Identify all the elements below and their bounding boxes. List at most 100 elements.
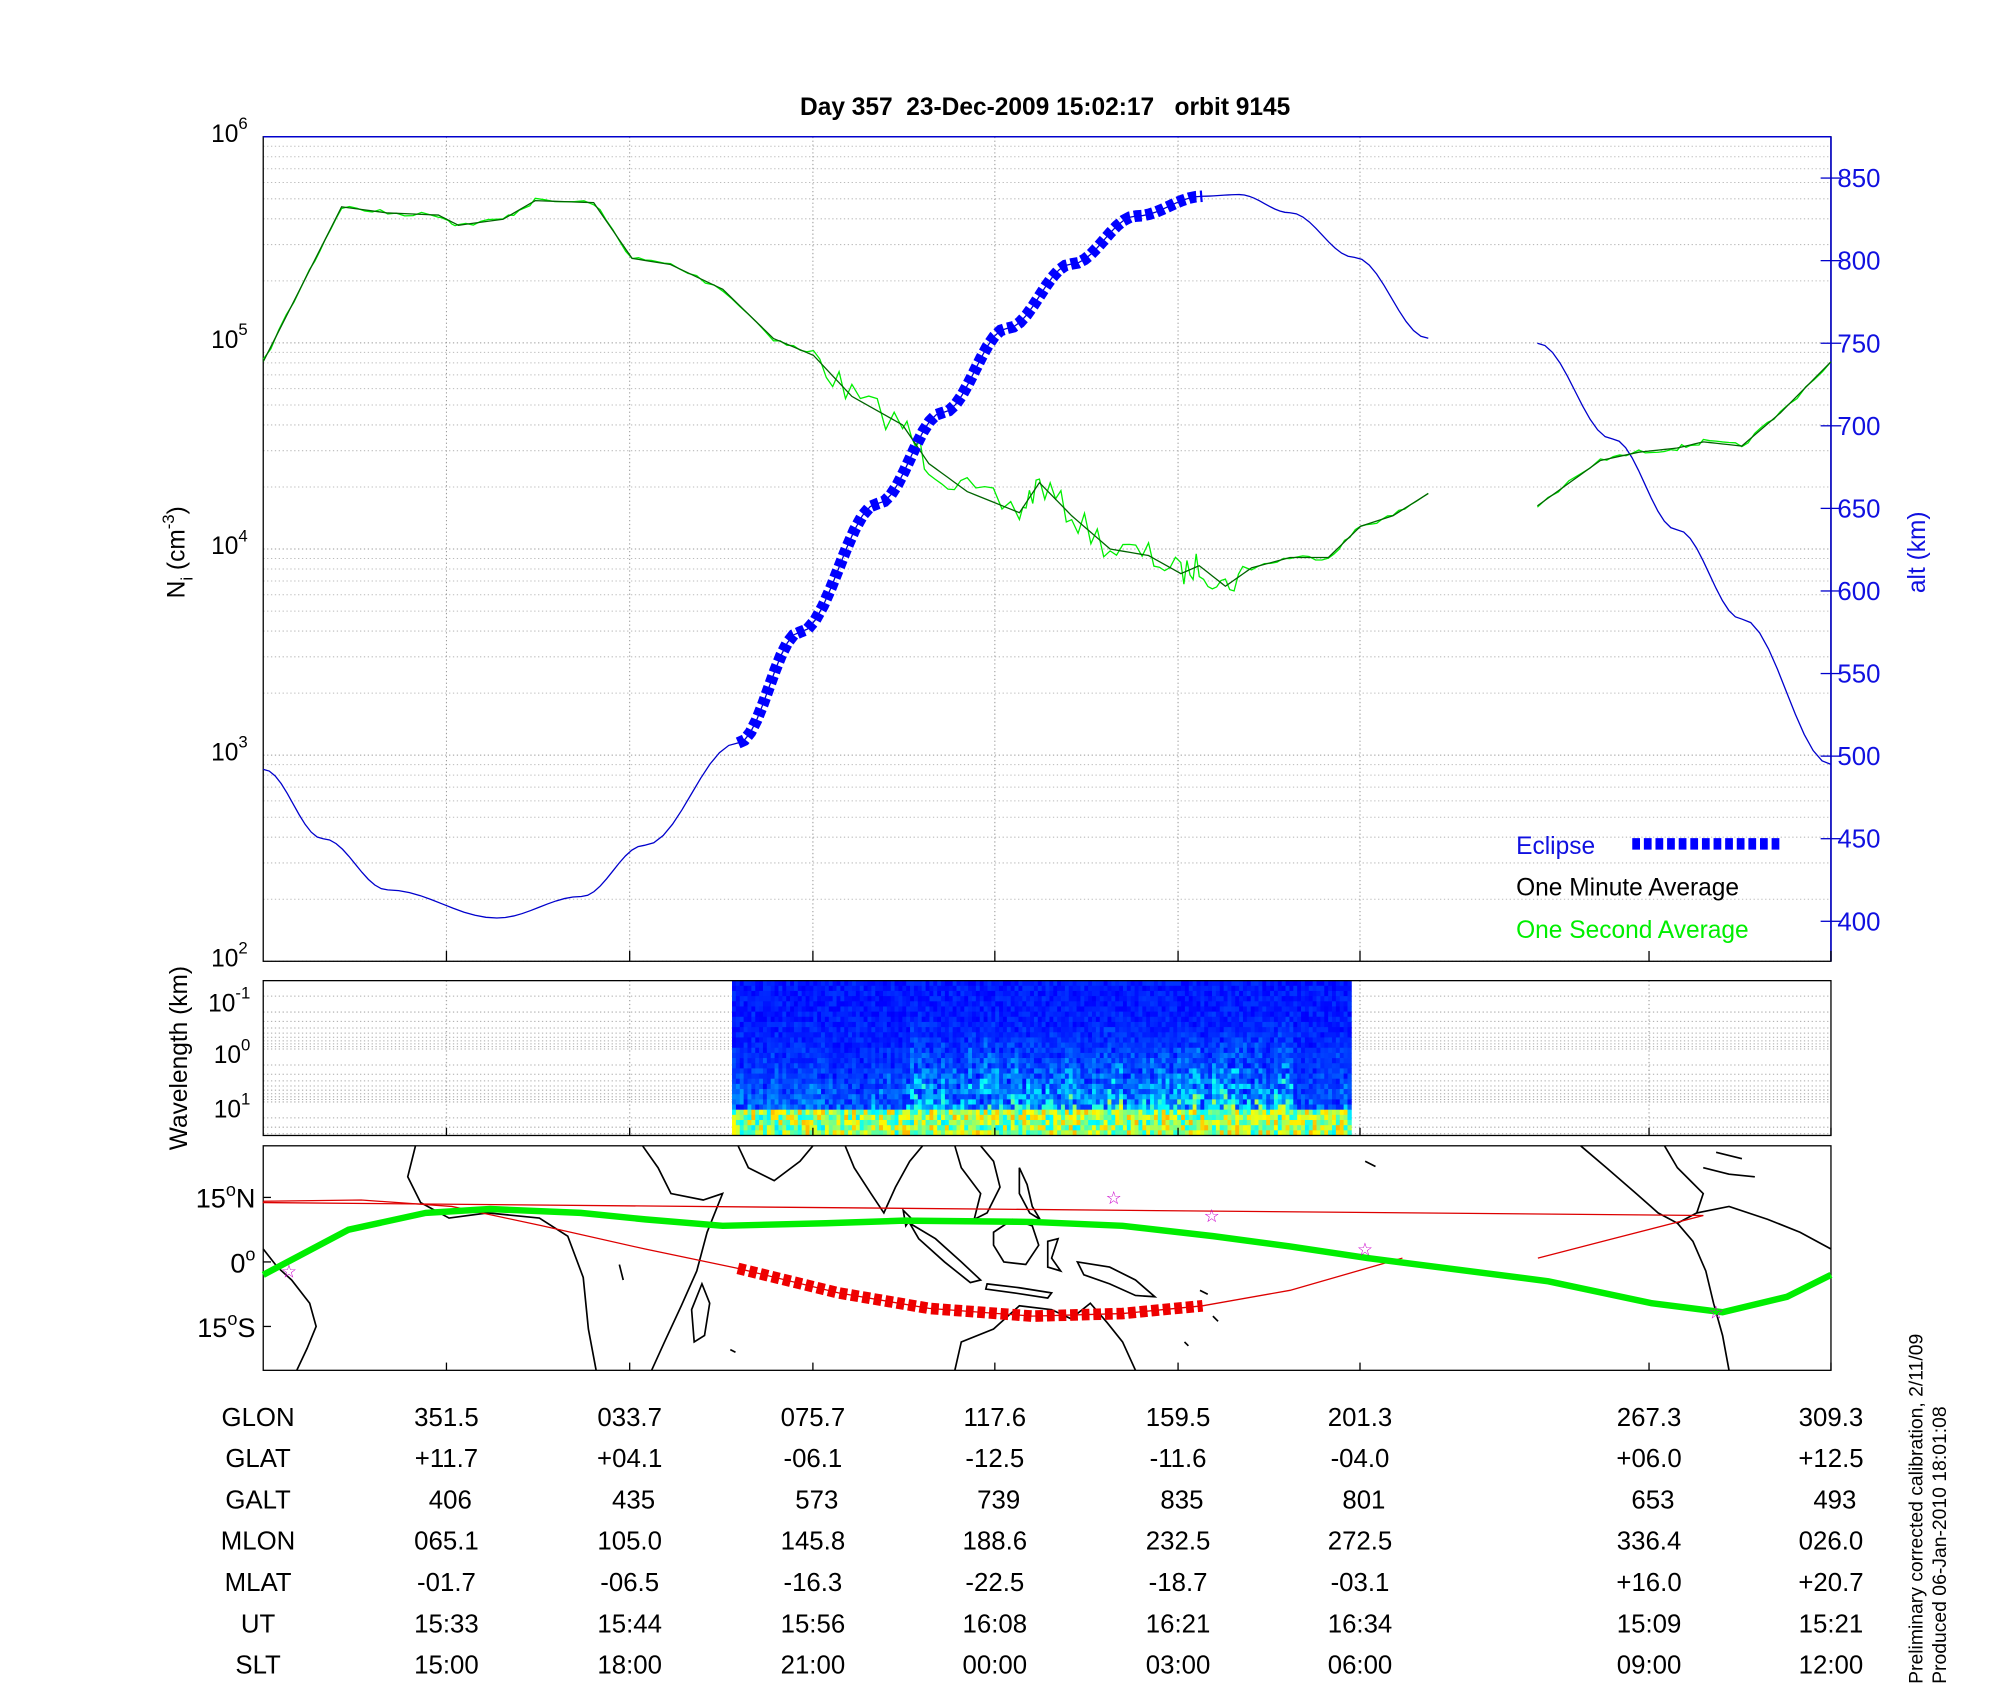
spectrogram-cell — [1161, 1099, 1166, 1105]
spectrogram-cell — [867, 1094, 872, 1100]
spectrogram-cell — [1122, 1006, 1128, 1012]
spectrogram-cell — [1188, 1104, 1194, 1111]
spectrogram-cell — [906, 1099, 911, 1105]
spectrogram-cell — [747, 1016, 752, 1023]
spectrogram-cell — [1107, 1089, 1112, 1095]
spectrogram-cell — [960, 1016, 965, 1023]
spectrogram-cell — [1080, 990, 1085, 997]
spectrogram-cell — [991, 1130, 996, 1136]
spectrogram-cell — [735, 1021, 741, 1028]
spectrogram-cell — [956, 1109, 961, 1116]
spectrogram-cell — [910, 1001, 915, 1007]
spectrogram-cell — [1184, 1006, 1190, 1012]
spectrogram-cell — [832, 980, 837, 987]
spectrogram-cell — [1347, 980, 1352, 987]
spectrogram-cell — [1273, 1047, 1279, 1054]
spectrogram-cell — [1188, 1058, 1194, 1064]
spectrogram-cell — [925, 1125, 930, 1131]
spectrogram-cell — [1285, 985, 1290, 992]
spectrogram-cell — [1045, 985, 1050, 992]
spectrogram-cell — [848, 1068, 853, 1074]
spectrogram-cell — [1026, 1027, 1031, 1033]
spectrogram-cell — [1192, 1021, 1197, 1028]
spectrogram-cell — [1130, 1021, 1135, 1028]
spectrogram-cell — [855, 1099, 861, 1105]
spectrogram-cell — [793, 990, 799, 997]
spectrogram-cell — [1084, 980, 1089, 987]
spectrogram-cell — [1304, 1078, 1310, 1085]
spectrogram-cell — [1273, 1006, 1279, 1012]
spectrogram-cell — [941, 1114, 946, 1121]
spectrogram-cell — [913, 1006, 919, 1012]
spectrogram-cell — [852, 1016, 857, 1023]
spectrogram-cell — [1200, 1047, 1205, 1054]
spectrogram-cell — [774, 1068, 779, 1074]
spectrogram-cell — [762, 1078, 768, 1085]
spectrogram-cell — [1335, 1078, 1341, 1085]
spectrogram-cell — [786, 1016, 791, 1023]
spectrogram-cell — [1092, 1078, 1097, 1085]
spectrogram-cell — [1335, 980, 1341, 987]
spectrogram-cell — [948, 1027, 954, 1033]
spectrogram-cell — [1122, 1073, 1128, 1080]
spectrogram-cell — [1343, 1073, 1348, 1080]
spectrogram-cell — [1115, 1089, 1120, 1095]
spectrogram-cell — [952, 1130, 957, 1136]
spectrogram-cell — [809, 1011, 814, 1018]
spectrogram-cell — [832, 1089, 837, 1095]
spectrogram-cell — [1072, 1052, 1077, 1059]
spectrogram-cell — [952, 1109, 957, 1116]
spectrogram-cell — [1324, 1032, 1329, 1038]
spectrogram-cell — [1134, 1042, 1139, 1049]
spectrogram-cell — [1301, 985, 1306, 992]
spectrogram-cell — [1014, 1037, 1019, 1043]
spectrogram-cell — [944, 980, 950, 987]
spectrogram-cell — [1223, 1032, 1228, 1038]
spectrogram-cell — [972, 1114, 977, 1121]
spectrogram-cell — [1130, 1073, 1135, 1080]
spectrogram-cell — [1092, 1073, 1097, 1080]
spectrogram-cell — [844, 1037, 849, 1043]
spectrogram-cell — [828, 1027, 834, 1033]
spectrogram-cell — [786, 1130, 791, 1136]
spectrogram-cell — [910, 996, 915, 1002]
spectrogram-cell — [1057, 1073, 1062, 1080]
spectrogram-cell — [1088, 1027, 1093, 1033]
spectrogram-cell — [813, 1078, 818, 1085]
spectrogram-cell — [1068, 1006, 1074, 1012]
spectrogram-cell — [836, 1078, 841, 1085]
spectrogram-cell — [921, 1130, 926, 1136]
spectrogram-cell — [925, 1109, 930, 1116]
spectrogram-cell — [975, 1104, 981, 1111]
spectrogram-cell — [732, 1011, 737, 1018]
spectrogram-cell — [1297, 1073, 1302, 1080]
spectrogram-cell — [937, 996, 942, 1002]
spectrogram-cell — [797, 1042, 803, 1049]
spectrogram-cell — [999, 1120, 1004, 1126]
spectrogram-cell — [1181, 1021, 1186, 1028]
spectrogram-cell — [1150, 1068, 1155, 1074]
spectrogram-cell — [1111, 1016, 1116, 1023]
spectrogram-cell — [1184, 1114, 1190, 1121]
spectrogram-cell — [1246, 1089, 1252, 1095]
spectrogram-cell — [1281, 1063, 1286, 1069]
spectrogram-cell — [933, 1052, 938, 1059]
spectrogram-cell — [1173, 1109, 1178, 1116]
spectrogram-cell — [1196, 1032, 1201, 1038]
spectrogram-cell — [821, 1083, 826, 1090]
spectrogram-cell — [774, 1099, 779, 1105]
spectrogram-cell — [999, 1052, 1004, 1059]
spectrogram-cell — [735, 1083, 741, 1090]
spectrogram-cell — [770, 996, 775, 1002]
spectrogram-cell — [933, 980, 938, 987]
spectrogram-cell — [1242, 1037, 1248, 1043]
spectrogram-cell — [1339, 1109, 1345, 1116]
spectrogram-cell — [925, 1068, 930, 1074]
spectrogram-cell — [948, 996, 954, 1002]
spectrogram-cell — [1138, 1109, 1143, 1116]
spectrogram-cell — [1227, 1068, 1232, 1074]
spectrogram-cell — [1332, 1058, 1337, 1064]
spectrogram-cell — [995, 1099, 1000, 1105]
spectrogram-cell — [1134, 1120, 1139, 1126]
spectrogram-cell — [852, 1042, 857, 1049]
